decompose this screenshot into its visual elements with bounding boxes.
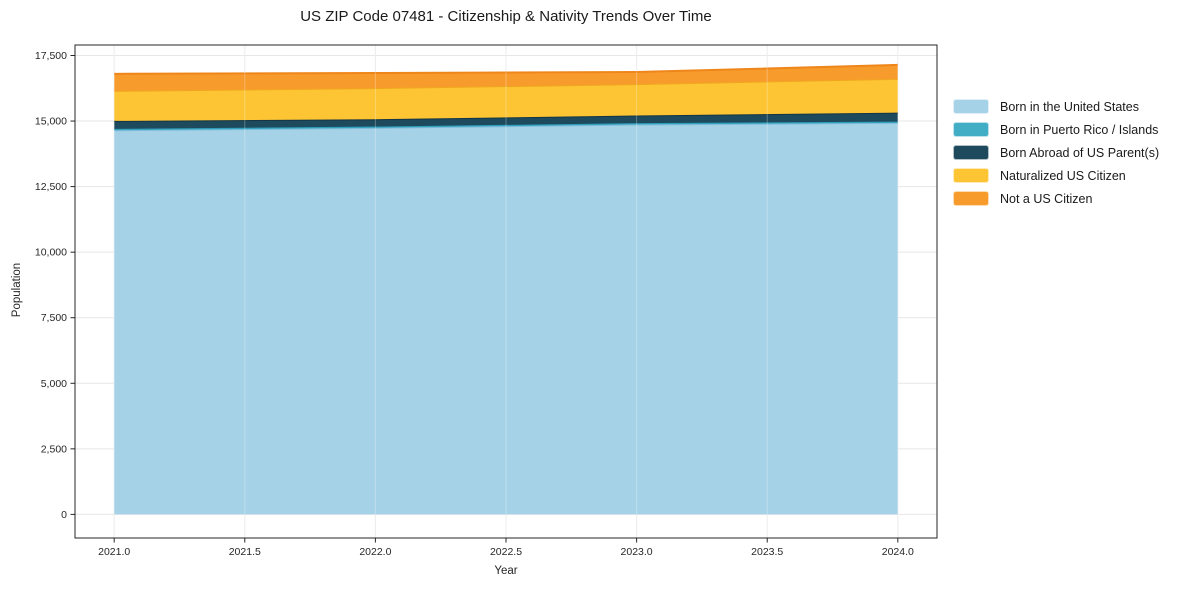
legend-label: Born in the United States xyxy=(1000,99,1139,114)
area-series-2 xyxy=(114,112,898,129)
legend-label: Born in Puerto Rico / Islands xyxy=(1000,122,1159,137)
y-tick-label: 15,000 xyxy=(35,116,67,128)
legend-item-4: Not a US Citizen xyxy=(953,191,1159,206)
x-tick-label: 2021.5 xyxy=(229,546,261,558)
x-tick-label: 2024.0 xyxy=(882,546,914,558)
y-tick-label: 17,500 xyxy=(35,50,67,62)
area-series-4-edge xyxy=(114,63,898,75)
x-tick-label: 2023.5 xyxy=(751,546,783,558)
legend-item-3: Naturalized US Citizen xyxy=(953,168,1159,183)
legend-swatch-icon xyxy=(953,122,989,137)
legend-label: Born Abroad of US Parent(s) xyxy=(1000,145,1160,160)
legend-swatch-icon xyxy=(953,99,989,114)
legend-swatch-icon xyxy=(953,145,989,160)
y-tick-label: 7,500 xyxy=(41,312,67,324)
area-series-4 xyxy=(114,64,898,91)
x-axis-label: Year xyxy=(494,565,518,577)
x-tick-label: 2022.5 xyxy=(490,546,522,558)
legend-label: Not a US Citizen xyxy=(1000,191,1093,206)
x-tick-label: 2021.0 xyxy=(98,546,130,558)
y-tick-label: 12,500 xyxy=(35,181,67,193)
chart-title: US ZIP Code 07481 - Citizenship & Nativi… xyxy=(300,8,712,25)
area-series-3-edge xyxy=(114,77,898,92)
legend-swatch-icon xyxy=(953,191,989,206)
y-tick-label: 5,000 xyxy=(41,378,67,390)
x-tick-label: 2022.0 xyxy=(359,546,391,558)
legend-item-1: Born in Puerto Rico / Islands xyxy=(953,122,1159,137)
y-tick-label: 10,000 xyxy=(35,247,67,259)
legend-item-2: Born Abroad of US Parent(s) xyxy=(953,145,1159,160)
y-axis-label: Population xyxy=(11,262,23,318)
legend: Born in the United States Born in Puerto … xyxy=(953,99,1159,206)
legend-swatch-icon xyxy=(953,168,989,183)
x-tick-label: 2023.0 xyxy=(621,546,653,558)
y-tick-label: 2,500 xyxy=(41,443,67,455)
legend-label: Naturalized US Citizen xyxy=(1000,168,1126,183)
legend-item-0: Born in the United States xyxy=(953,99,1159,114)
y-tick-label: 0 xyxy=(61,509,67,521)
area-series-0 xyxy=(114,122,898,515)
